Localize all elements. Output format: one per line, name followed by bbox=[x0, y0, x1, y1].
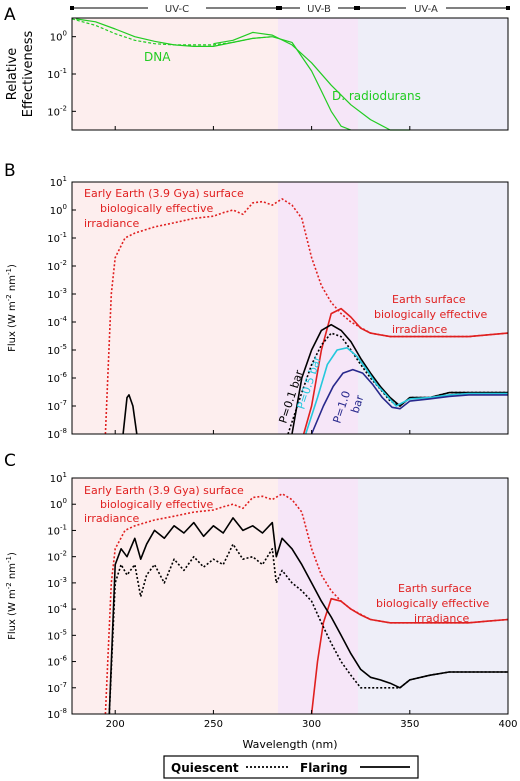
legend-quiescent-label: Quiescent bbox=[171, 761, 239, 775]
y-tick-label: 10-6 bbox=[47, 371, 67, 385]
uva-region-a bbox=[358, 18, 508, 130]
y-tick-label: 10-1 bbox=[47, 523, 67, 537]
y-tick-label: 10-3 bbox=[47, 576, 67, 590]
earth-surface-label-line2-c: biologically effective bbox=[376, 597, 490, 610]
y-tick-label: 10-4 bbox=[47, 315, 67, 329]
earth-surface-label-line1: Earth surface bbox=[392, 293, 466, 306]
band-label-uvb: UV-B bbox=[307, 4, 331, 15]
early-earth-label-line3-c: irradiance bbox=[84, 512, 139, 525]
series-line-c-0-early-earth-3-9-gya-surface-biologically-effective-irradiance bbox=[104, 492, 509, 715]
y-tick-label: 100 bbox=[50, 30, 67, 44]
series-line-b-4-p-0-5-bar bbox=[304, 346, 508, 435]
series-line-b-1-earth-surface-biologically-effective-irradiance bbox=[302, 307, 509, 435]
earth-surface-label-line3-c: irradiance bbox=[414, 612, 469, 625]
panel-b: B 10-8 10-7 10-6 10-5 10-4 10-3 10-2 10-1 100 101… bbox=[4, 161, 509, 441]
band-label-uva: UV-A bbox=[414, 4, 438, 15]
series-line-c-3-quiescent bbox=[108, 543, 508, 715]
y-tick-label: 10-6 bbox=[47, 655, 67, 669]
series-line-a-1-series bbox=[71, 18, 273, 46]
panel-a-ylabel-line1: Relative bbox=[5, 48, 20, 100]
panel-c-ylabel: Flux (W m-2 nm-1) bbox=[5, 552, 18, 640]
uva-region-c bbox=[358, 478, 508, 714]
panel-b-letter: B bbox=[4, 161, 16, 181]
uvb-region-b bbox=[278, 182, 358, 434]
x-tick-label: 250 bbox=[204, 719, 223, 730]
x-tick-label: 400 bbox=[498, 719, 517, 730]
series-line-c-1-earth-surface-biologically-effective-irradiance bbox=[310, 597, 509, 715]
y-tick-label: 10-5 bbox=[47, 628, 67, 642]
legend: Quiescent Flaring bbox=[163, 755, 419, 779]
y-tick-label: 101 bbox=[50, 471, 67, 485]
earth-surface-label-line2: biologically effective bbox=[374, 308, 488, 321]
series-line-b-3-series bbox=[287, 332, 508, 435]
y-tick-label: 10-8 bbox=[47, 707, 67, 721]
d-radiodurans-series-label: D. radiodurans bbox=[332, 89, 421, 103]
plot-frame-c bbox=[71, 477, 509, 715]
series-line-b-5-p-1-0-bar bbox=[310, 368, 508, 435]
early-earth-label-line2: biologically effective bbox=[100, 202, 214, 215]
y-tick-label: 10-2 bbox=[47, 259, 67, 273]
panel-b-ylabel: Flux (W m-2 nm-1) bbox=[5, 264, 18, 352]
legend-box bbox=[163, 755, 419, 779]
early-earth-label-line1: Early Earth (3.9 Gya) surface bbox=[84, 187, 244, 200]
y-tick-label: 10-8 bbox=[47, 427, 67, 441]
x-tick-label: 200 bbox=[106, 719, 125, 730]
early-earth-label-line1-c: Early Earth (3.9 Gya) surface bbox=[84, 484, 244, 497]
legend-flaring-label: Flaring bbox=[300, 761, 348, 775]
early-earth-label-line3: irradiance bbox=[84, 217, 139, 230]
panel-a-ylabel-line2: Effectiveness bbox=[21, 31, 36, 118]
uvc-region-c bbox=[72, 478, 278, 714]
y-tick-label: 100 bbox=[50, 203, 67, 217]
series-line-c-2-flaring bbox=[108, 517, 508, 715]
earth-surface-label-line3: irradiance bbox=[392, 323, 447, 336]
y-tick-label: 100 bbox=[50, 497, 67, 511]
uvc-region-b bbox=[72, 182, 278, 434]
x-tick-label: 350 bbox=[400, 719, 419, 730]
y-tick-label: 10-1 bbox=[47, 67, 67, 81]
y-tick-label: 10-3 bbox=[47, 287, 67, 301]
panel-a: A 10-2 10-1 100 Relative Effectiveness DNA… bbox=[4, 5, 509, 131]
earth-surface-label-line1-c: Earth surface bbox=[398, 582, 472, 595]
y-tick-label: 101 bbox=[50, 175, 67, 189]
dna-series-label: DNA bbox=[144, 50, 171, 64]
y-tick-label: 10-7 bbox=[47, 399, 67, 413]
y-tick-label: 10-7 bbox=[47, 681, 67, 695]
y-tick-label: 10-4 bbox=[47, 602, 67, 616]
series-line-b-6-series bbox=[122, 394, 138, 435]
y-tick-label: 10-1 bbox=[47, 231, 67, 245]
plot-frame-b bbox=[71, 181, 509, 435]
y-tick-label: 10-2 bbox=[47, 104, 67, 118]
pressure-label-1-0-bar-b: bar bbox=[348, 393, 366, 415]
series-line-a-2-d-radiodurans bbox=[213, 31, 410, 131]
y-tick-label: 10-2 bbox=[47, 550, 67, 564]
uv-band-bar: UV-C UV-B UV-A bbox=[70, 2, 510, 15]
panel-c: C 10-8 10-7 10-6 10-5 10-4 10-3 10-2 10-1 100 101… bbox=[4, 451, 518, 751]
panel-c-letter: C bbox=[4, 451, 16, 471]
panel-a-letter: A bbox=[4, 5, 16, 25]
early-earth-label-line2-c: biologically effective bbox=[100, 498, 214, 511]
band-label-uvc: UV-C bbox=[165, 4, 189, 15]
x-axis-label: Wavelength (nm) bbox=[242, 738, 337, 751]
uvb-region-a bbox=[278, 18, 358, 130]
y-tick-label: 10-5 bbox=[47, 343, 67, 357]
x-tick-label: 300 bbox=[302, 719, 321, 730]
